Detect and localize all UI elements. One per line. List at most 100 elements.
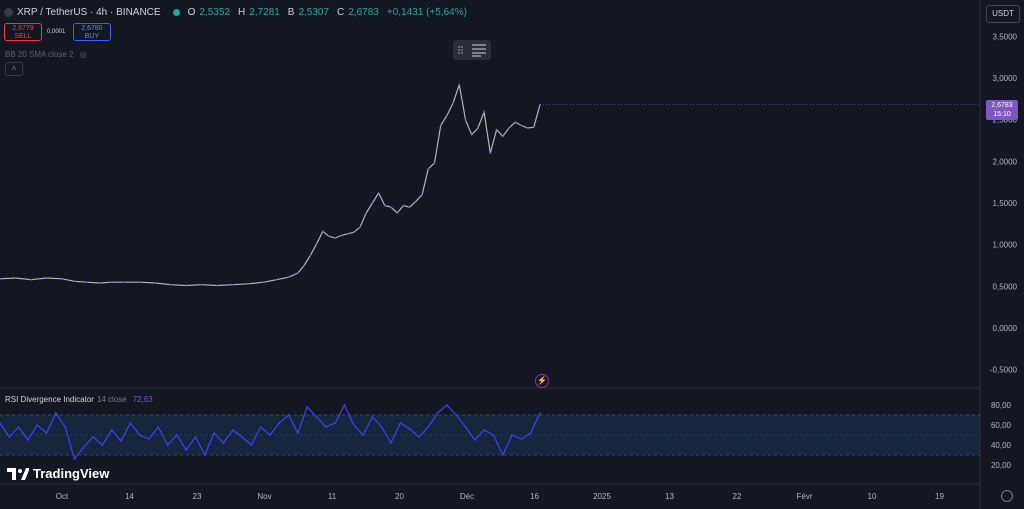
price-axis-tick-label: 2,0000 [993, 157, 1018, 166]
rsi-series-point [380, 426, 383, 428]
rsi-series-point [325, 426, 327, 428]
rsi-series-point [501, 454, 504, 456]
time-axis-tick-label: 22 [733, 492, 742, 501]
price-axis-tick-label: 1,0000 [993, 241, 1018, 250]
rsi-series-point [82, 446, 85, 448]
rsi-series-point [204, 454, 206, 456]
price-series-point [501, 135, 504, 138]
chevron-up-icon: ˄ [11, 64, 17, 73]
price-change: +0,1431 (+5,64%) [386, 6, 467, 18]
lightning-icon[interactable]: ⚡ [535, 374, 549, 388]
symbol-title[interactable]: XRP / TetherUS · 4h · BINANCE [17, 6, 161, 18]
price-series-point [396, 212, 399, 214]
xrp-coin-icon [4, 7, 13, 17]
time-axis-tick-label: 2025 [593, 492, 611, 501]
time-axis-tick-label: 19 [935, 492, 944, 501]
rsi-series-point [306, 406, 309, 408]
price-axis-tick-label: 1,5000 [993, 199, 1018, 208]
time-axis-tick-label: Déc [460, 492, 474, 501]
price-series-point [275, 278, 278, 281]
rsi-series-point [73, 458, 76, 460]
market-open-icon [172, 8, 180, 16]
rsi-legend[interactable]: RSI Divergence Indicator 14 close 72,63 [5, 395, 153, 404]
price-series-point [483, 111, 486, 114]
price-series-point [45, 277, 48, 279]
buy-button[interactable]: 2,6780 BUY [73, 23, 111, 41]
time-axis-tick-label: 23 [193, 492, 202, 501]
drawing-toolbar-button[interactable] [453, 40, 491, 60]
price-series-point [154, 282, 157, 284]
rsi-series-point [278, 422, 281, 424]
ohlc-high-value: 2,7281 [249, 6, 280, 18]
rsi-series-point [371, 416, 374, 418]
price-series-point [439, 124, 442, 127]
rsi-series-point [455, 414, 458, 416]
rsi-series-point [45, 432, 48, 434]
rsi-series-point [157, 426, 160, 428]
price-series-point [458, 83, 461, 86]
price-series-point [334, 237, 337, 239]
price-series-point [526, 127, 529, 129]
price-axis-tick-label: -0,5000 [990, 366, 1018, 375]
price-series-point [445, 114, 448, 117]
rsi-series-point [55, 412, 57, 414]
currency-selector[interactable]: USDT [986, 5, 1020, 23]
eye-icon[interactable]: ◎ [79, 50, 87, 59]
rsi-value: 72,63 [132, 395, 153, 404]
rsi-axis-tick-label: 20,00 [991, 461, 1012, 470]
rsi-series-point [520, 438, 523, 440]
ohlc-low-value: 2,5307 [298, 6, 330, 18]
rsi-series-point [427, 426, 430, 428]
price-series-point [328, 235, 330, 238]
price-series-point [30, 278, 32, 281]
rsi-series-point [110, 429, 113, 431]
price-series-point [73, 280, 76, 283]
time-axis-tick-label: 13 [665, 492, 674, 501]
price-series-point [346, 232, 349, 235]
price-series-point [297, 272, 299, 274]
price-series-point [61, 277, 63, 280]
rsi-series-point [8, 436, 11, 438]
price-series-point [123, 281, 126, 284]
time-axis-tick-label: 16 [530, 492, 539, 501]
rsi-series-point [185, 449, 188, 451]
ohlc-open-value: 2,5352 [199, 6, 230, 18]
price-series-point [98, 282, 101, 284]
settings-gear-icon[interactable] [1001, 490, 1013, 502]
price-axis-tick-label: 0,0000 [993, 324, 1018, 333]
price-axis-tick-label: 2,5000 [993, 116, 1018, 125]
price-series-point [489, 152, 492, 154]
price-series-point [414, 200, 417, 203]
rsi-series-point [390, 442, 392, 444]
price-series-point [359, 226, 361, 229]
sell-label: SELL [14, 33, 32, 40]
price-axis-tick-label: 0,5000 [993, 282, 1018, 291]
rsi-series-point [250, 444, 253, 446]
price-series-point [427, 167, 430, 170]
last-price-tag: 2,6783 15:10 [986, 100, 1018, 120]
rsi-series-point [222, 442, 225, 444]
rsi-series-point [399, 422, 402, 424]
indicator-name: BB 20 SMA close 2 [5, 50, 74, 59]
price-series-point [408, 206, 411, 209]
price-series-point [508, 127, 510, 129]
rsi-series-point [64, 426, 66, 428]
price-series-point [216, 284, 219, 287]
rsi-axis-tick-label: 40,00 [991, 441, 1012, 450]
price-series-point [262, 281, 265, 284]
spread-value: 0,0001 [47, 29, 66, 35]
rsi-series-point [27, 439, 29, 441]
time-axis-tick-label: Févr [797, 492, 813, 501]
time-axis-tick-label: 20 [395, 492, 404, 501]
price-series-point [85, 281, 88, 284]
bollinger-indicator-label[interactable]: BB 20 SMA close 2 ◎ [5, 50, 87, 59]
price-axis-tick-label: 3,0000 [993, 74, 1018, 83]
time-axis-tick-label: 11 [328, 492, 337, 501]
collapse-legend-button[interactable]: ˄ [5, 62, 23, 76]
rsi-series-point [194, 436, 197, 438]
rsi-series-point [343, 404, 346, 406]
rsi-series-point [334, 422, 336, 424]
price-series-point [138, 281, 141, 284]
sell-button[interactable]: 2,6779 SELL [4, 23, 42, 41]
